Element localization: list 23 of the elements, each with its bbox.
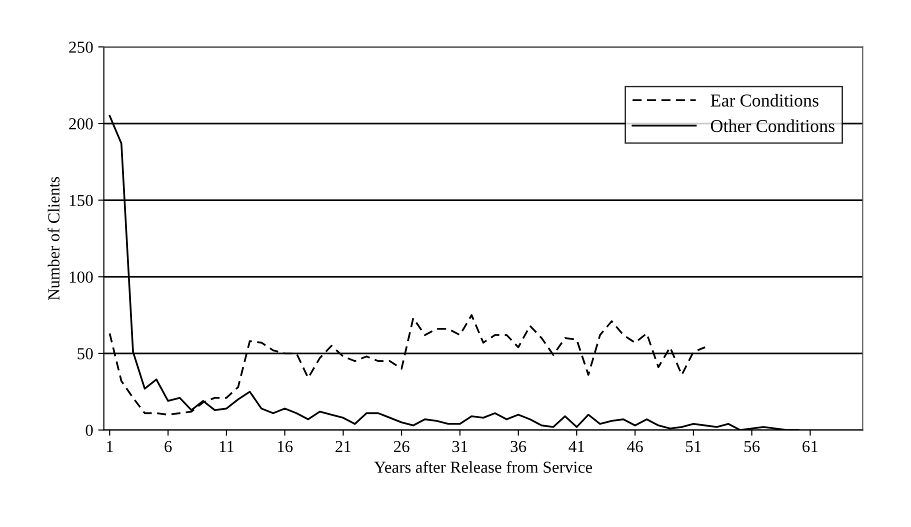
legend-label: Ear Conditions — [710, 94, 818, 107]
x-tick-label: 31 — [452, 440, 468, 452]
x-tick-label: 56 — [744, 440, 760, 452]
x-tick-label: 46 — [627, 440, 643, 452]
y-tick-label: 200 — [69, 118, 93, 130]
y-tick-label: 100 — [70, 271, 93, 283]
y-tick-label: 50 — [78, 348, 93, 360]
x-tick-label: 26 — [394, 440, 410, 452]
y-tick-label: 250 — [69, 42, 93, 53]
y-tick-label: 0 — [86, 424, 93, 436]
legend-label: Other Conditions — [710, 119, 834, 132]
x-tick-label: 51 — [686, 441, 701, 452]
x-tick-label: 61 — [802, 440, 818, 452]
x-tick-label: 36 — [510, 440, 526, 452]
x-tick-label: 11 — [220, 441, 234, 452]
x-tick-label: 1 — [106, 441, 113, 452]
x-tick-label: 6 — [164, 440, 172, 452]
x-tick-label: 21 — [336, 440, 351, 452]
y-axis-title: Number of Clients — [48, 177, 60, 300]
y-tick-label: 150 — [70, 194, 93, 206]
x-tick-label: 41 — [568, 441, 584, 452]
x-tick-label: 16 — [278, 440, 293, 452]
x-axis-title: Years after Release from Service — [374, 460, 592, 473]
